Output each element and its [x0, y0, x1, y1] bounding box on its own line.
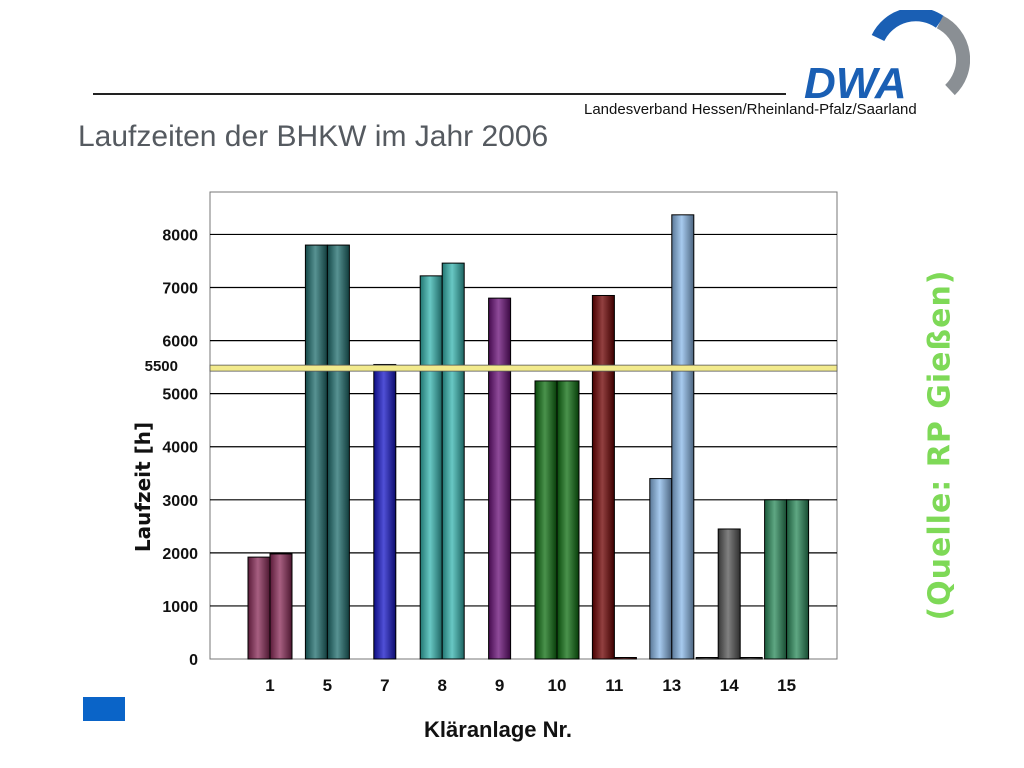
bar [764, 499, 788, 660]
reference-line [209, 364, 838, 372]
bar [591, 294, 615, 660]
bar [326, 244, 350, 660]
bar [534, 380, 558, 660]
bar [739, 657, 763, 660]
bar [419, 275, 443, 660]
bar [247, 556, 271, 660]
bar [613, 657, 637, 660]
y-tick-label: 4000 [162, 440, 198, 457]
x-tick-label: 13 [662, 676, 681, 695]
y-tick-label: 3000 [162, 493, 198, 510]
x-tick-label: 10 [548, 676, 567, 695]
logo-text: DWA [804, 59, 907, 105]
source-note: (Quelle: RP Gießen) [922, 269, 958, 621]
x-tick-label: 15 [777, 676, 796, 695]
reference-line-label: 5500 [145, 358, 178, 375]
y-tick-label: 8000 [162, 227, 198, 244]
y-tick-label: 6000 [162, 334, 198, 351]
dwa-logo: DWA [804, 10, 970, 105]
x-axis-label: Kläranlage Nr. [424, 717, 572, 742]
x-tick-label: 9 [495, 676, 504, 695]
bar [556, 380, 580, 660]
bar [649, 478, 673, 660]
x-tick-label: 8 [437, 676, 446, 695]
y-tick-label: 0 [189, 652, 198, 669]
bar [304, 244, 328, 660]
y-tick-label: 5000 [162, 387, 198, 404]
x-tick-label: 5 [323, 676, 332, 695]
x-tick-label: 7 [380, 676, 389, 695]
page-title: Laufzeiten der BHKW im Jahr 2006 [78, 120, 549, 153]
plot-area [209, 191, 838, 660]
header-rule [93, 93, 786, 95]
bar [786, 499, 810, 660]
org-name: Landesverband Hessen/Rheinland-Pfalz/Saa… [584, 101, 917, 118]
bar [373, 363, 397, 660]
bar [717, 528, 741, 660]
x-tick-label: 11 [605, 676, 623, 695]
y-tick-label: 1000 [162, 599, 198, 616]
bar [441, 262, 465, 660]
bar [671, 214, 695, 660]
blue-accent-box [83, 697, 125, 721]
x-tick-label: 1 [265, 676, 274, 695]
logo-arc-blue [871, 10, 945, 42]
bar [269, 553, 293, 660]
y-tick-label: 7000 [162, 281, 198, 298]
x-tick-label: 14 [720, 676, 739, 695]
y-axis-label: Laufzeit [h] [131, 422, 155, 552]
bar [695, 657, 719, 660]
logo-arc-gray [936, 15, 970, 96]
y-tick-label: 2000 [162, 546, 198, 563]
bar [488, 297, 512, 660]
